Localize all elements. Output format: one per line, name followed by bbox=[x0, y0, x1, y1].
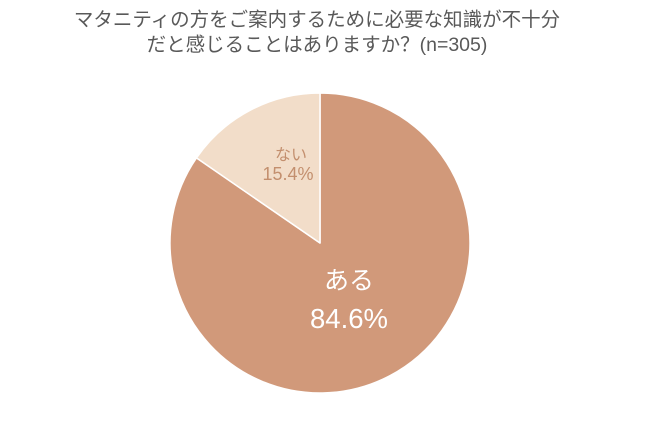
svg-text:ある: ある bbox=[324, 267, 374, 295]
svg-text:84.6%: 84.6% bbox=[310, 303, 388, 334]
svg-text:ない: ない bbox=[275, 146, 307, 164]
svg-text:15.4%: 15.4% bbox=[262, 164, 313, 184]
